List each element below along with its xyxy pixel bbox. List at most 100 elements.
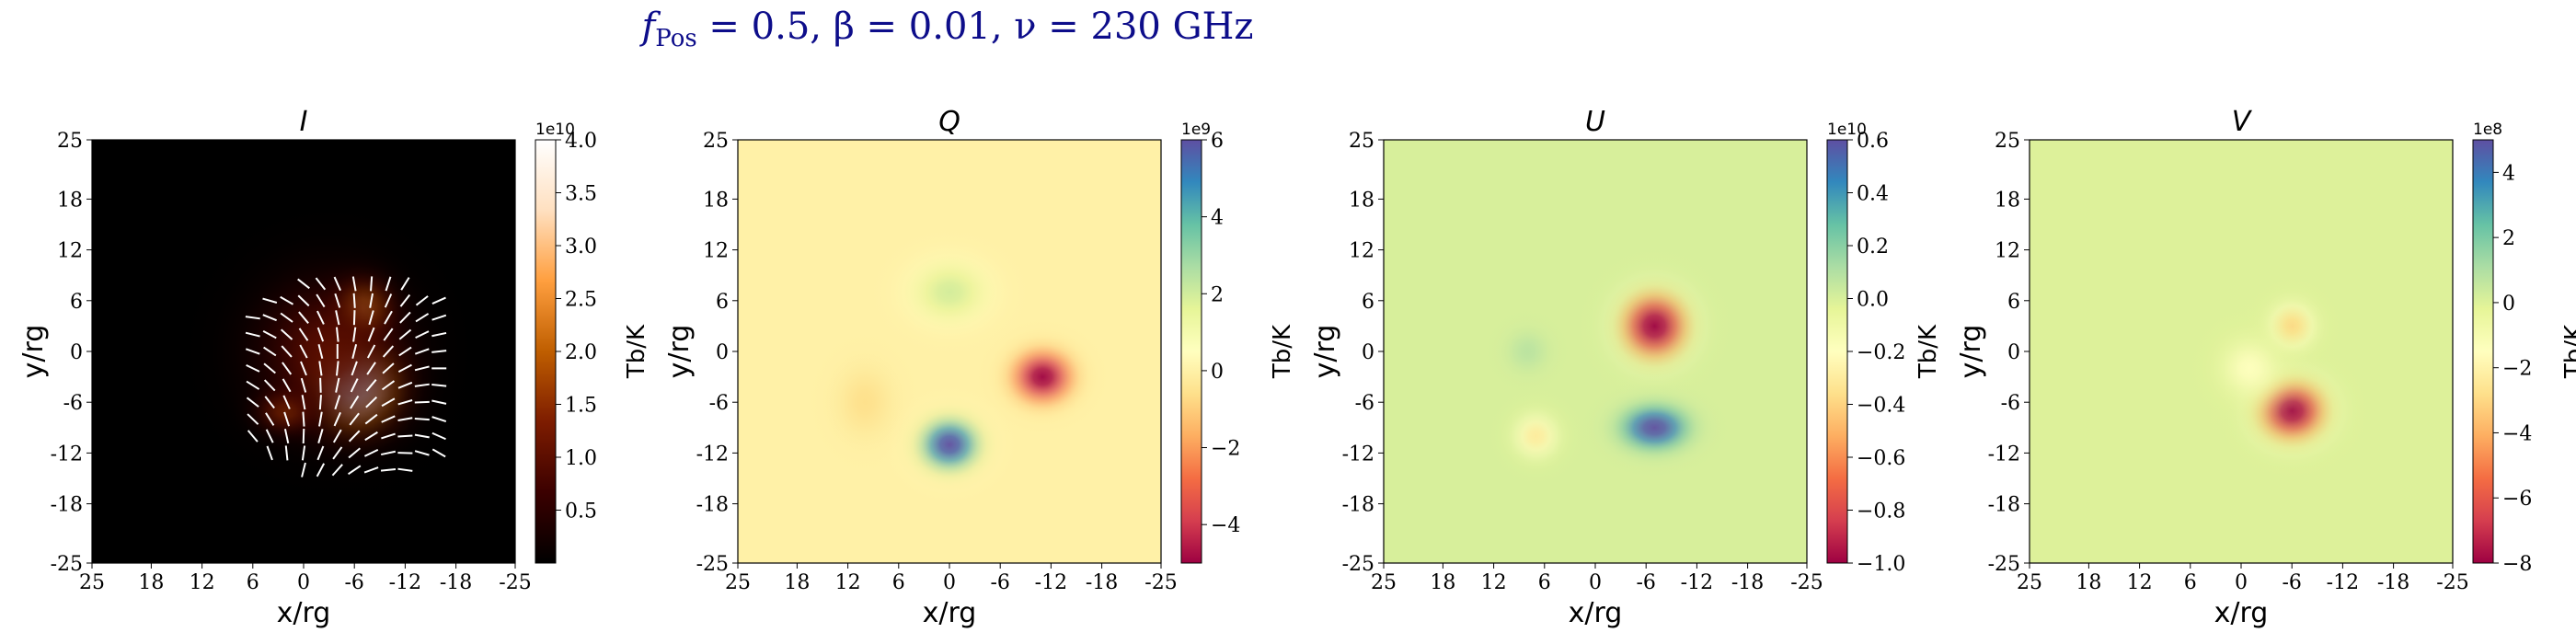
x-tick-label: 18 (1430, 571, 1455, 594)
polarization-tick (332, 429, 342, 443)
polarization-tick (318, 361, 323, 376)
polarization-tick (397, 417, 413, 421)
figure-title-rest: = 0.5, β = 0.01, ν = 230 GHz (697, 6, 1254, 48)
x-tick-label: 12 (190, 571, 215, 594)
x-tick-label: 25 (725, 571, 751, 594)
polarization-tick (431, 416, 447, 423)
polarization-tick (335, 310, 340, 326)
polarization-tick (297, 278, 310, 290)
polarization-tick (283, 411, 291, 427)
x-tick-label: -25 (499, 571, 531, 594)
polarization-tick (381, 415, 396, 423)
polarization-tick (247, 430, 259, 443)
heatmap-blob (790, 309, 939, 496)
colorbar-tick-label: 0 (1211, 361, 1224, 384)
y-tick-label: -18 (1988, 494, 2020, 517)
panel-I: I 25 18 12 6 0 -6 -12 -18 -25 x/rg 25 18 12 6 0 -6 -12 -18… (17, 106, 650, 629)
y-tick-label: 0 (70, 341, 83, 364)
polarization-tick (333, 276, 341, 292)
heatmap-blob (143, 165, 515, 538)
polarization-tick (281, 345, 293, 358)
polarization-tick (302, 428, 305, 444)
y-axis: 25 18 12 6 0 -6 -12 -18 -25 y/rg (663, 130, 738, 576)
y-tick-label: -25 (1342, 553, 1374, 576)
colorbar-tick-label: −4 (2502, 422, 2532, 445)
colorbar-exponent: 1e9 (1181, 121, 1211, 139)
polarization-tick (350, 395, 360, 409)
x-axis: 25 18 12 6 0 -6 -12 -18 -25 x/rg (1371, 563, 1823, 629)
polarization-tick (415, 330, 430, 339)
y-axis-label: y/rg (663, 325, 696, 379)
heatmap-image (1384, 140, 1807, 563)
colorbar-tick-label: 0.5 (565, 500, 597, 523)
colorbar-tick-label: −0.4 (1857, 395, 1905, 418)
colorbar-tick-label: 4 (1211, 207, 1224, 230)
x-axis: 25 18 12 6 0 -6 -12 -18 -25 x/rg (79, 563, 532, 629)
polarization-tick (316, 310, 325, 325)
polarization-tick (246, 380, 260, 390)
polarization-tick (415, 295, 429, 306)
panel-U: U 25 18 12 6 0 -6 -12 -18 -25 x/rg 25 18 12 6 0 -6 -12 -18… (1309, 106, 1942, 629)
polarization-tick (349, 412, 360, 426)
polarization-tick (263, 379, 276, 392)
y-tick-label: 12 (1995, 240, 2020, 263)
polarization-tick (282, 362, 293, 375)
polarization-tick (262, 297, 278, 304)
polarization-tick (399, 311, 411, 324)
polarization-tick (298, 328, 309, 341)
polarization-tick (245, 348, 260, 355)
polarization-tick (266, 445, 273, 461)
polarization-tick (245, 316, 260, 320)
y-tick-label: 18 (1349, 189, 1374, 212)
polarization-tick (245, 331, 260, 338)
colorbar-label: Tb/K (1269, 324, 1296, 379)
polarization-tick (318, 395, 322, 410)
y-tick-label: 12 (703, 240, 729, 263)
polarization-tick (319, 377, 322, 393)
y-tick-label: 0 (1362, 341, 1374, 364)
polarization-tick (364, 431, 378, 442)
colorbar-tick-label: 0.6 (1857, 130, 1889, 153)
polarization-tick (283, 428, 290, 444)
heatmap-blob (1570, 372, 1739, 484)
x-tick-label: 0 (943, 571, 956, 594)
x-tick-label: 25 (79, 571, 105, 594)
polarization-tick (348, 430, 361, 443)
y-tick-label: -12 (1988, 443, 2020, 466)
y-tick-label: -18 (696, 494, 729, 517)
y-tick-label: -6 (709, 392, 729, 415)
y-tick-label: 18 (57, 189, 83, 212)
x-tick-label: 6 (247, 571, 259, 594)
polarization-tick (299, 344, 308, 359)
polarization-tick (384, 293, 393, 308)
polarization-tick (302, 411, 305, 427)
polarization-tick (282, 395, 291, 409)
polarization-tick (368, 310, 374, 326)
polarization-tick (331, 464, 343, 477)
y-tick-label: -6 (1355, 392, 1374, 415)
colorbar-tick-label: −2 (1211, 438, 1240, 461)
colorbar-tick-label: 0 (2502, 293, 2515, 316)
polarization-tick (414, 400, 430, 404)
polarization-tick (300, 361, 307, 376)
polarization-tick (363, 466, 379, 474)
y-axis: 25 18 12 6 0 -6 -12 -18 -25 y/rg (1309, 130, 1384, 576)
polarization-tick (351, 361, 358, 376)
polarization-tick (382, 362, 395, 374)
polarization-tick (316, 293, 326, 308)
y-tick-label: -12 (696, 443, 729, 466)
polarization-tick (431, 448, 446, 458)
y-axis-label: y/rg (1309, 325, 1341, 379)
colorbar-gradient (2472, 139, 2494, 564)
polarization-tick (335, 327, 339, 342)
colorbar-tick-label: 4 (2502, 162, 2515, 185)
polarization-tick (397, 452, 413, 454)
colorbar-tick-label: 2.0 (565, 341, 597, 364)
colorbar-label: Tb/K (623, 324, 650, 379)
x-tick-label: -6 (990, 571, 1009, 594)
y-tick-label: 25 (57, 130, 83, 153)
y-tick-label: 6 (1362, 291, 1374, 314)
polarization-tick (333, 411, 341, 427)
polarization-tick (335, 377, 340, 393)
